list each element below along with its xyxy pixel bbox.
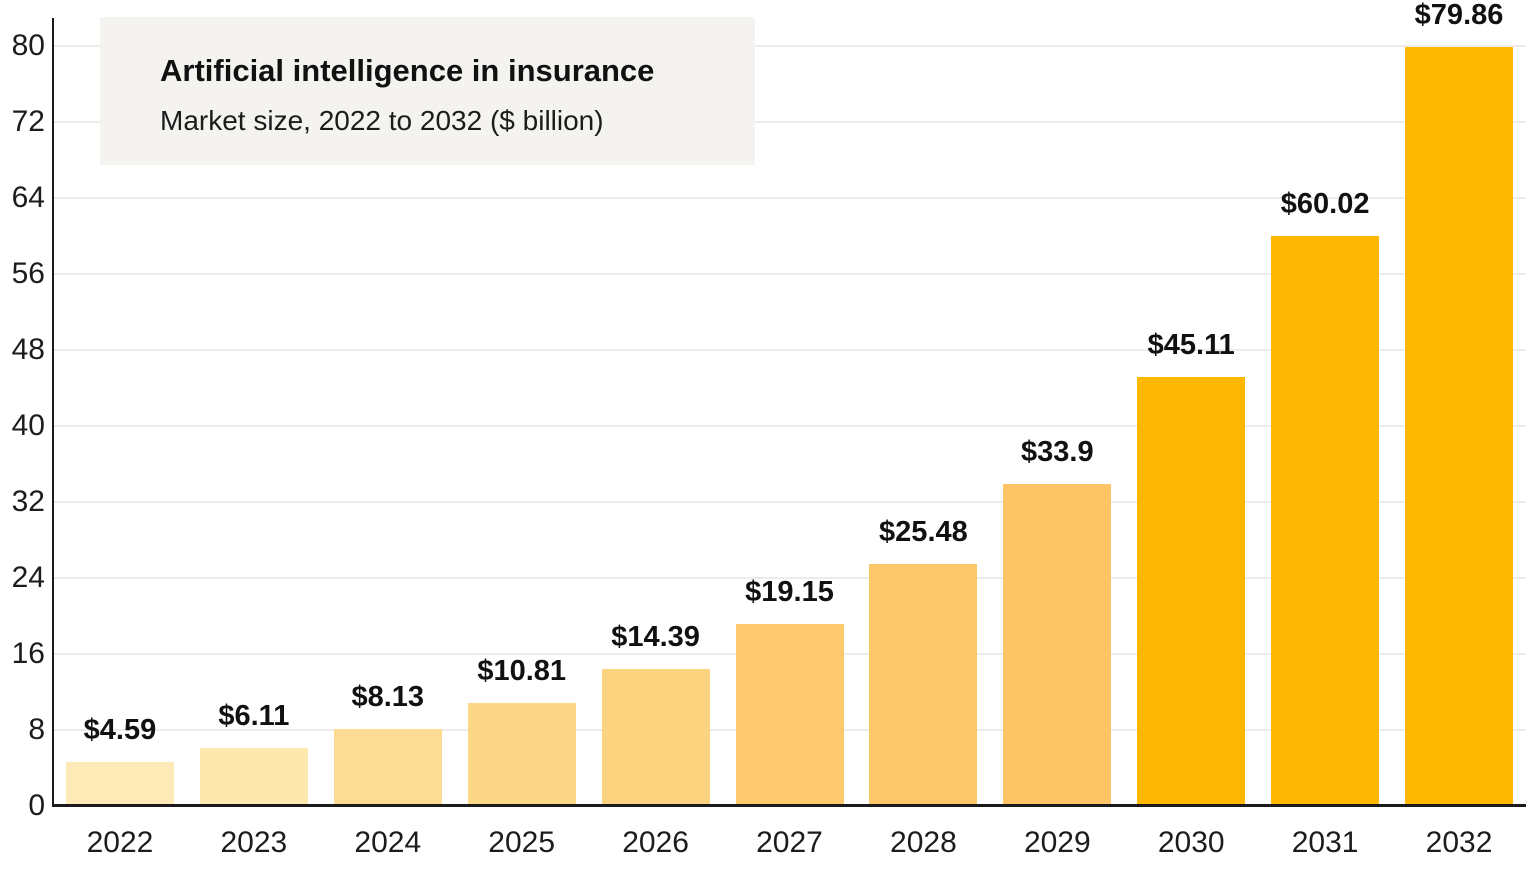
y-tick-label-48: 48 [11,333,45,366]
bar-value-label-2022: $4.59 [83,714,157,747]
x-tick-label-2023: 2023 [220,826,288,859]
gridline-40 [53,425,1526,427]
bar-value-label-2024: $8.13 [351,680,425,713]
bar-2032 [1405,47,1514,806]
gridline-48 [53,349,1526,351]
bar-2028 [869,563,978,806]
chart-title-box: Artificial intelligence in insurance Mar… [100,17,755,165]
x-tick-label-2031: 2031 [1291,826,1359,859]
gridline-24 [53,577,1526,579]
y-axis-line [52,18,54,806]
bar-value-label-2032: $79.86 [1414,0,1504,32]
gridline-64 [53,197,1526,199]
x-tick-label-2030: 2030 [1157,826,1225,859]
y-tick-label-32: 32 [11,485,45,518]
y-tick-label-16: 16 [11,637,45,670]
bar-2027 [735,624,844,806]
y-tick-label-40: 40 [11,409,45,442]
x-tick-label-2022: 2022 [86,826,154,859]
y-tick-label-80: 80 [11,29,45,62]
y-tick-label-24: 24 [11,561,45,594]
y-tick-label-72: 72 [11,105,45,138]
x-tick-label-2024: 2024 [354,826,422,859]
gridline-32 [53,501,1526,503]
y-tick-label-8: 8 [28,713,45,746]
bar-value-label-2026: $14.39 [611,621,700,654]
bar-2030 [1137,377,1246,806]
y-tick-label-56: 56 [11,257,45,290]
gridline-72 [53,121,1526,123]
bar-2029 [1003,483,1112,806]
bar-2022 [65,762,174,806]
y-tick-label-0: 0 [28,789,45,822]
chart-title: Artificial intelligence in insurance [160,53,655,88]
x-axis-line [52,804,1526,807]
bar-value-label-2029: $33.9 [1021,435,1094,468]
bar-value-label-2025: $10.81 [477,655,567,688]
x-tick-label-2029: 2029 [1023,826,1091,859]
bar-value-label-2028: $25.48 [879,515,968,548]
x-tick-label-2025: 2025 [488,826,556,859]
bar-value-label-2031: $60.02 [1280,187,1370,220]
x-tick-label-2032: 2032 [1425,826,1493,859]
bar-value-label-2027: $19.15 [745,576,834,609]
y-tick-label-64: 64 [11,181,45,214]
bar-2026 [601,669,710,806]
bar-value-label-2030: $45.11 [1147,329,1235,362]
bar-2031 [1271,235,1380,806]
bar-value-label-2023: $6.11 [218,699,290,732]
bar-2024 [333,728,442,806]
gridline-80 [53,45,1526,47]
bar-2023 [199,747,308,806]
x-tick-label-2028: 2028 [890,826,957,859]
x-tick-label-2026: 2026 [622,826,689,859]
gridline-56 [53,273,1526,275]
chart-subtitle: Market size, 2022 to 2032 ($ billion) [160,105,604,136]
x-tick-label-2027: 2027 [756,826,823,859]
bar-2025 [467,703,576,806]
